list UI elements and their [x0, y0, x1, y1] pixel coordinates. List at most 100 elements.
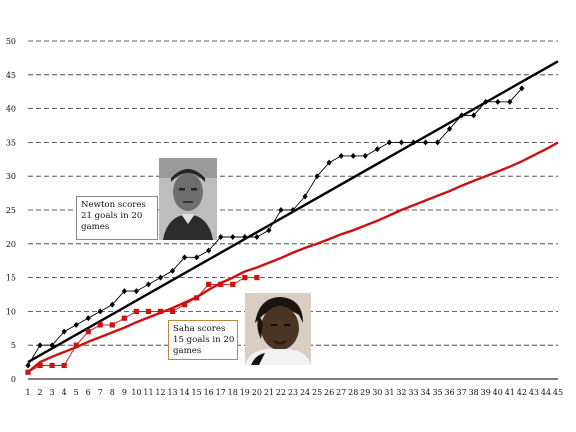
saha-point [133, 308, 140, 314]
newton-point [121, 288, 127, 295]
saha-annotation: Saha scores 15 goals in 20 games [168, 320, 238, 360]
x-tick-label: 41 [505, 388, 515, 397]
newton-point [302, 193, 308, 200]
newton-point [386, 139, 392, 146]
saha-point [218, 281, 224, 287]
x-tick-label: 20 [252, 388, 262, 397]
x-tick-label: 29 [360, 388, 370, 397]
series [25, 60, 559, 375]
saha-point [25, 369, 31, 375]
saha-point [206, 281, 212, 287]
newton-annotation: Newton scores 21 goals in 20 games [76, 196, 158, 240]
newton-point [410, 139, 417, 146]
x-tick-label: 36 [444, 388, 454, 397]
newton-point [181, 254, 188, 261]
x-tick-label: 3 [50, 388, 55, 397]
newton-point [483, 98, 489, 105]
y-tick-label: 5 [11, 341, 16, 350]
newton-point [25, 362, 31, 369]
newton-point [278, 207, 284, 213]
newton-point [169, 267, 176, 274]
newton-point [350, 152, 356, 159]
series-line-newton_goals [27, 87, 523, 366]
newton-point [495, 98, 501, 105]
x-tick-label: 27 [336, 388, 346, 397]
x-tick-label: 32 [396, 388, 406, 397]
newton-point [422, 139, 429, 146]
saha-point [49, 362, 55, 369]
x-tick-label: 22 [276, 388, 286, 397]
saha-point [254, 275, 260, 281]
x-tick-label: 21 [264, 388, 274, 397]
x-tick-label: 7 [98, 388, 103, 397]
x-tick-label: 14 [179, 388, 189, 397]
x-tick-label: 8 [110, 388, 115, 397]
newton-point [326, 159, 332, 166]
x-tick-label: 16 [204, 388, 214, 397]
newton-point [218, 234, 224, 241]
x-tick-label: 26 [324, 388, 334, 397]
x-tick-label: 15 [192, 388, 202, 397]
newton-point [338, 152, 344, 159]
x-tick-label: 33 [408, 388, 418, 397]
saha-point [194, 295, 200, 301]
x-tick-label: 40 [493, 388, 503, 397]
saha-point [85, 329, 91, 335]
newton-point [507, 98, 513, 105]
newton-point [398, 139, 405, 146]
x-tick-label: 11 [143, 388, 153, 397]
newton-point [314, 173, 320, 180]
y-tick-label: 10 [6, 307, 16, 316]
saha-point [181, 302, 188, 308]
newton-point [133, 288, 140, 295]
x-tick-label: 13 [167, 388, 177, 397]
newton-point [266, 227, 272, 234]
y-tick-label: 25 [6, 206, 16, 215]
saha-point [157, 308, 164, 314]
x-tick-label: 35 [432, 388, 442, 397]
x-tick-label: 42 [517, 388, 527, 397]
x-tick-label: 38 [469, 388, 479, 397]
saha-point [242, 275, 248, 281]
newton-point [61, 328, 67, 335]
saha-point [121, 315, 127, 321]
x-tick-label: 19 [240, 388, 250, 397]
newton-point [471, 112, 477, 119]
y-tick-label: 45 [6, 71, 16, 80]
x-tick-label: 17 [216, 388, 226, 397]
saha-annotation-line-1: Saha scores [173, 324, 226, 334]
saha-point [61, 362, 67, 369]
newton-point [374, 146, 380, 153]
x-tick-label: 6 [86, 388, 91, 397]
y-tick-label: 35 [6, 138, 16, 147]
x-tick-label: 44 [541, 388, 551, 397]
saha-point [73, 342, 79, 348]
saha-point [230, 281, 236, 287]
newton-point [206, 247, 212, 254]
newton-annotation-line-3: games [81, 222, 110, 232]
saha-point [145, 308, 152, 314]
x-tick-label: 43 [529, 388, 539, 397]
newton-point [157, 274, 164, 281]
newton-point [49, 342, 55, 349]
newton-point [73, 321, 79, 328]
newton-point [242, 234, 248, 241]
x-tick-label: 23 [288, 388, 298, 397]
newton-annotation-line-1: Newton scores [81, 200, 146, 210]
newton-point [446, 125, 453, 132]
saha-photo [245, 293, 311, 365]
x-tick-label: 18 [228, 388, 238, 397]
x-tick-label: 24 [300, 388, 310, 397]
saha-point [109, 322, 115, 328]
y-tick-label: 0 [11, 375, 16, 384]
x-tick-label: 39 [481, 388, 491, 397]
x-tick-label: 2 [37, 388, 42, 397]
newton-point [362, 152, 368, 159]
x-tick-label: 5 [74, 388, 79, 397]
saha-annotation-line-2: 15 goals in 20 [173, 335, 235, 345]
newton-point [459, 112, 465, 119]
x-tick-label: 31 [384, 388, 394, 397]
newton-point [97, 308, 103, 315]
newton-point [290, 207, 296, 213]
